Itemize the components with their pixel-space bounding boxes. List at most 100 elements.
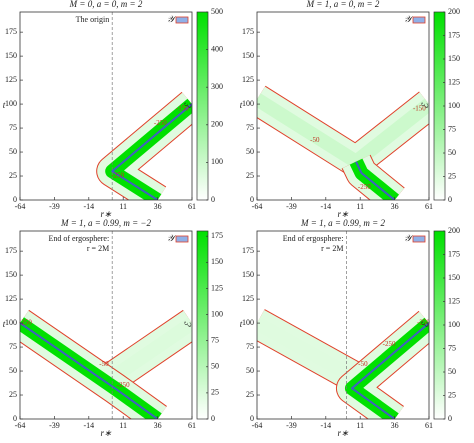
x-label: r∗ (337, 428, 349, 438)
x-tick-label: 11 (356, 421, 364, 430)
colorbar-tick-label: 25 (448, 171, 456, 180)
contour-label: -250 (383, 340, 396, 348)
y-tick-label: 75 (246, 342, 254, 351)
colorbar-label: ℰ (420, 321, 430, 328)
y-tick-label: 25 (9, 171, 17, 180)
ridge (257, 316, 356, 382)
colorbar-tick-label: 150 (448, 54, 460, 63)
contour-label: -150 (413, 104, 426, 112)
colorbar-tick-label: 100 (448, 101, 460, 110)
x-tick-label: 11 (356, 202, 364, 211)
annotation: End of ergosphere: (48, 234, 109, 243)
x-tick-label: -64 (252, 421, 263, 430)
y-tick-label: 50 (246, 147, 254, 156)
colorbar-label: ℰ (183, 321, 193, 328)
colorbar-tick-label: 100 (211, 157, 223, 166)
colorbar-tick-label: 200 (448, 226, 460, 235)
colorbar-tick-label: 50 (448, 148, 456, 157)
contour-label: -250 (358, 183, 371, 191)
y-tick-label: 100 (5, 99, 17, 108)
contour-label: -250 (117, 381, 130, 389)
y-tick-label: 125 (242, 294, 254, 303)
y-tick-label: 0 (250, 195, 254, 204)
colorbar-tick-label: 25 (448, 390, 456, 399)
x-tick-label: 11 (119, 421, 127, 430)
x-tick-label: 61 (425, 202, 433, 211)
contour-label: -250 (19, 319, 32, 327)
y-tick-label: 100 (242, 99, 254, 108)
y-tick-label: 50 (9, 147, 17, 156)
legend-label: 𝒴 (167, 14, 177, 24)
legend-label: 𝒴 (167, 233, 177, 243)
contour-label: -250 (417, 319, 430, 327)
annotation: r = 2M (321, 244, 343, 253)
ridge-core (20, 322, 159, 419)
annotation: The origin (76, 15, 110, 24)
colorbar-tick-label: 150 (211, 257, 223, 266)
colorbar-tick-label: 125 (211, 283, 223, 292)
y-tick-label: 100 (242, 318, 254, 327)
x-label: r∗ (100, 428, 112, 438)
x-tick-label: -14 (83, 202, 94, 211)
legend-box (412, 16, 426, 24)
ridges (257, 85, 429, 200)
colorbar-label: ℰ (183, 102, 193, 109)
y-tick-label: 100 (5, 318, 17, 327)
colorbar-tick-label: 0 (448, 414, 452, 423)
title: M = 1, a = 0.99, m = −2 (60, 218, 152, 228)
y-tick-label: 50 (9, 366, 17, 375)
contour-label: -50 (99, 360, 109, 368)
colorbar (196, 230, 209, 420)
colorbar-label: ℰ (420, 102, 430, 109)
colorbar-tick-label: 175 (211, 231, 223, 240)
colorbar-tick-label: 50 (448, 367, 456, 376)
colorbar-tick-label: 100 (211, 309, 223, 318)
x-tick-label: -14 (320, 421, 331, 430)
x-tick-label: 36 (154, 202, 162, 211)
colorbar (196, 11, 209, 201)
y-tick-label: 25 (9, 390, 17, 399)
panel: -250 -50 -250 End of ergosphere:r = 2M -64 -3… (240, 218, 460, 438)
title: M = 1, a = 0, m = 2 (306, 0, 380, 9)
colorbar-tick-label: 175 (448, 249, 460, 258)
colorbar-tick-label: 200 (448, 7, 460, 16)
y-label: t (240, 100, 243, 110)
annotation: End of ergosphere: (283, 234, 344, 243)
y-tick-label: 0 (13, 195, 17, 204)
x-tick-label: 36 (154, 421, 162, 430)
colorbar-tick-label: 0 (211, 414, 215, 423)
y-tick-label: 150 (242, 51, 254, 60)
annotation: r = 2M (87, 244, 109, 253)
y-tick-label: 175 (5, 246, 17, 255)
contour-label: -50 (358, 360, 368, 368)
ridge-core (350, 322, 429, 419)
legend-label: 𝒴 (404, 14, 414, 24)
y-tick-label: 175 (242, 246, 254, 255)
y-tick-label: 175 (5, 27, 17, 36)
y-tick-label: 125 (242, 75, 254, 84)
colorbar-tick-label: 150 (448, 273, 460, 282)
colorbar-tick-label: 0 (448, 195, 452, 204)
ridge-core (355, 161, 396, 200)
y-tick-label: 75 (9, 123, 17, 132)
colorbar-tick-label: 300 (211, 82, 223, 91)
x-label: r∗ (100, 209, 112, 219)
colorbar-tick-label: 75 (211, 335, 219, 344)
y-label: t (3, 100, 6, 110)
x-tick-label: -14 (320, 202, 331, 211)
frame (19, 11, 193, 201)
y-tick-label: 0 (13, 414, 17, 423)
legend-box (412, 235, 426, 243)
colorbar-tick-label: 0 (211, 195, 215, 204)
y-tick-label: 50 (246, 366, 254, 375)
x-tick-label: -39 (286, 421, 297, 430)
x-tick-label: 11 (119, 202, 127, 211)
colorbar-tick-label: 75 (448, 343, 456, 352)
x-tick-label: 61 (425, 421, 433, 430)
colorbar-tick-label: 25 (211, 388, 219, 397)
x-tick-label: -14 (83, 421, 94, 430)
y-label: t (240, 319, 243, 329)
frame (256, 11, 430, 201)
colorbar-tick-label: 125 (448, 77, 460, 86)
